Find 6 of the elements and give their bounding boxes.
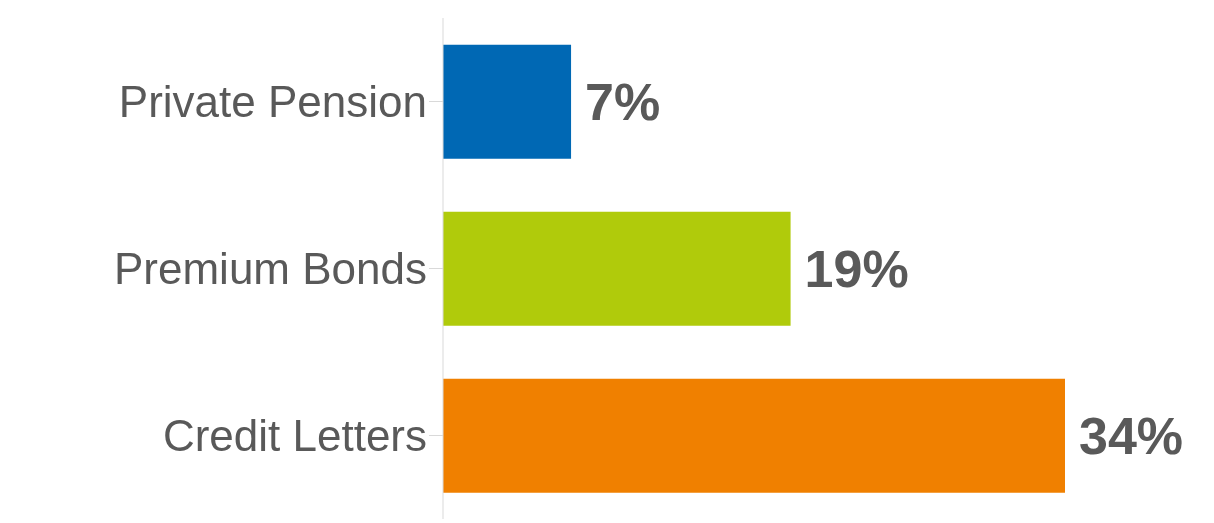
data-label: 7%	[585, 72, 661, 131]
y-tick-label: Premium Bonds	[113, 244, 427, 294]
y-tick-label: Credit Letters	[162, 411, 427, 461]
y-tick-label: Private Pension	[118, 77, 427, 127]
data-label: 19%	[804, 239, 909, 298]
data-label: 34%	[1079, 406, 1184, 465]
